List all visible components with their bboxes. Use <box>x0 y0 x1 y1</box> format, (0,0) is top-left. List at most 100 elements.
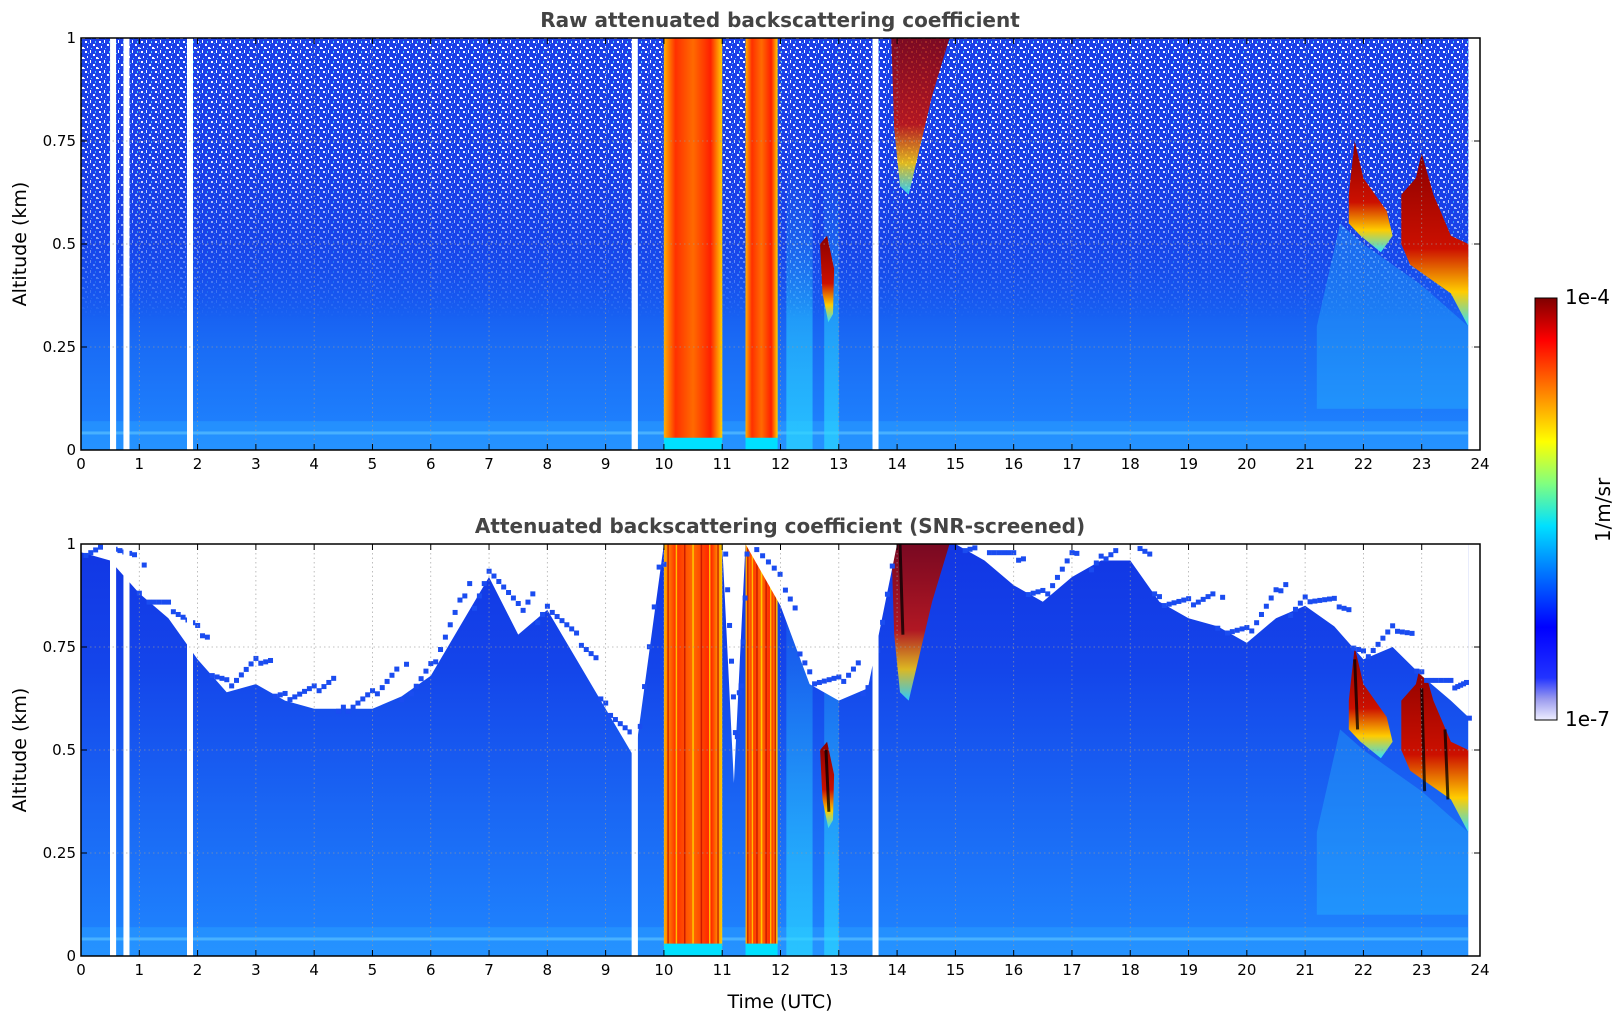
screened-speckle <box>826 677 832 683</box>
screened-speckle <box>991 550 997 556</box>
screened-speckle <box>1224 630 1230 636</box>
x-tick-label: 13 <box>829 455 848 473</box>
y-tick-label: 0 <box>66 441 76 459</box>
screened-speckle <box>986 550 992 556</box>
y-tick-label: 0.5 <box>52 741 76 759</box>
screened-speckle <box>831 675 837 681</box>
screened-speckle <box>1356 647 1362 652</box>
x-tick-label: 2 <box>193 961 203 979</box>
screened-speckle <box>771 565 777 571</box>
x-axis-label: Time (UTC) <box>726 991 832 1013</box>
screened-speckle <box>996 550 1002 556</box>
screened-speckle <box>723 551 729 557</box>
screened-speckle <box>292 694 298 700</box>
screened-speckle <box>1399 629 1405 635</box>
screened-speckle <box>1268 595 1274 601</box>
saturation-streak <box>1353 659 1360 730</box>
screened-speckle <box>603 700 609 706</box>
screened-speckle <box>1001 550 1007 556</box>
screened-speckle <box>360 696 366 702</box>
screened-speckle <box>501 584 507 590</box>
screened-speckle <box>1409 630 1415 636</box>
screened-speckle <box>1215 625 1221 631</box>
screened-speckle <box>1239 626 1245 632</box>
screened-speckle <box>754 547 760 553</box>
screened-speckle <box>297 691 303 697</box>
screened-speckle <box>1273 587 1279 593</box>
screened-speckle <box>637 723 643 729</box>
screened-speckle <box>282 690 288 696</box>
x-tick-label: 19 <box>1179 961 1198 979</box>
screened-speckle <box>1035 589 1041 595</box>
screened-speckle <box>418 676 424 682</box>
screened-speckle <box>1283 582 1289 588</box>
x-tick-label: 16 <box>1004 455 1023 473</box>
screened-speckle <box>331 675 337 681</box>
screened-speckle <box>1360 648 1366 654</box>
cloud-plume <box>891 544 950 701</box>
screened-speckle <box>496 579 502 585</box>
x-tick-label: 18 <box>1121 961 1140 979</box>
screened-speckle <box>559 618 565 624</box>
screened-speckle <box>967 546 973 552</box>
screened-speckle <box>1098 553 1104 559</box>
screened-speckle <box>583 647 589 652</box>
screened-speckle <box>777 571 783 577</box>
screened-speckle <box>365 692 371 698</box>
screened-speckle <box>1108 552 1114 558</box>
y-axis-label-screened: Altitude (km) <box>9 688 31 813</box>
colorbar: 1e-4 1e-7 1/m/sr <box>1534 285 1615 731</box>
screened-speckle <box>744 551 750 557</box>
screened-speckle <box>1040 587 1046 593</box>
band-base <box>663 437 723 450</box>
screened-speckle <box>1176 598 1182 604</box>
x-tick-label: 8 <box>543 455 553 473</box>
screened-speckle <box>224 677 230 683</box>
screened-speckle <box>1336 604 1342 610</box>
screened-speckle <box>462 593 468 599</box>
y-ticks-screened: 0 0.25 0.5 0.75 1 <box>43 535 1480 965</box>
x-tick-label: 8 <box>543 961 553 979</box>
screened-speckle <box>1433 677 1439 683</box>
screened-speckle <box>472 605 478 611</box>
screened-speckle <box>132 552 138 558</box>
chart-title-raw: Raw attenuated backscattering coefficien… <box>540 8 1020 32</box>
screened-speckle <box>161 599 167 605</box>
gridlines-raw <box>81 38 1480 450</box>
x-tick-label: 0 <box>76 961 86 979</box>
screened-speckle <box>200 633 206 639</box>
y-tick-label: 0.25 <box>43 338 76 356</box>
screened-speckle <box>760 553 766 559</box>
screened-speckle <box>1326 596 1332 602</box>
screened-speckle <box>1288 613 1294 619</box>
y-tick-label: 0.75 <box>43 638 76 656</box>
y-tick-label: 0 <box>66 947 76 965</box>
screened-speckle <box>423 668 429 674</box>
screened-speckle <box>1380 635 1386 641</box>
screened-speckle <box>136 590 142 596</box>
screened-speckle <box>642 684 648 690</box>
screened-speckle <box>311 683 317 689</box>
high-backscatter-band <box>745 38 778 438</box>
screened-speckle <box>962 548 968 554</box>
screened-speckle <box>1312 598 1318 604</box>
screened-speckle <box>549 609 555 615</box>
screened-speckle <box>1166 601 1172 607</box>
y-tick-label: 0.5 <box>52 235 76 253</box>
x-tick-label: 15 <box>946 961 965 979</box>
x-tick-label: 23 <box>1412 455 1431 473</box>
screened-speckle <box>321 684 327 690</box>
screened-speckle <box>1385 629 1391 635</box>
data-gap <box>872 38 879 450</box>
saturation-streak <box>1420 688 1427 792</box>
screened-speckle <box>457 597 463 603</box>
saturation-streak <box>898 544 905 635</box>
y-tick-label: 0.25 <box>43 844 76 862</box>
screened-speckle <box>1443 677 1449 683</box>
x-tick-label: 17 <box>1062 455 1081 473</box>
screened-speckle <box>204 634 210 640</box>
x-tick-label: 7 <box>484 455 494 473</box>
screened-speckle <box>1006 550 1012 556</box>
x-tick-label: 2 <box>193 455 203 473</box>
